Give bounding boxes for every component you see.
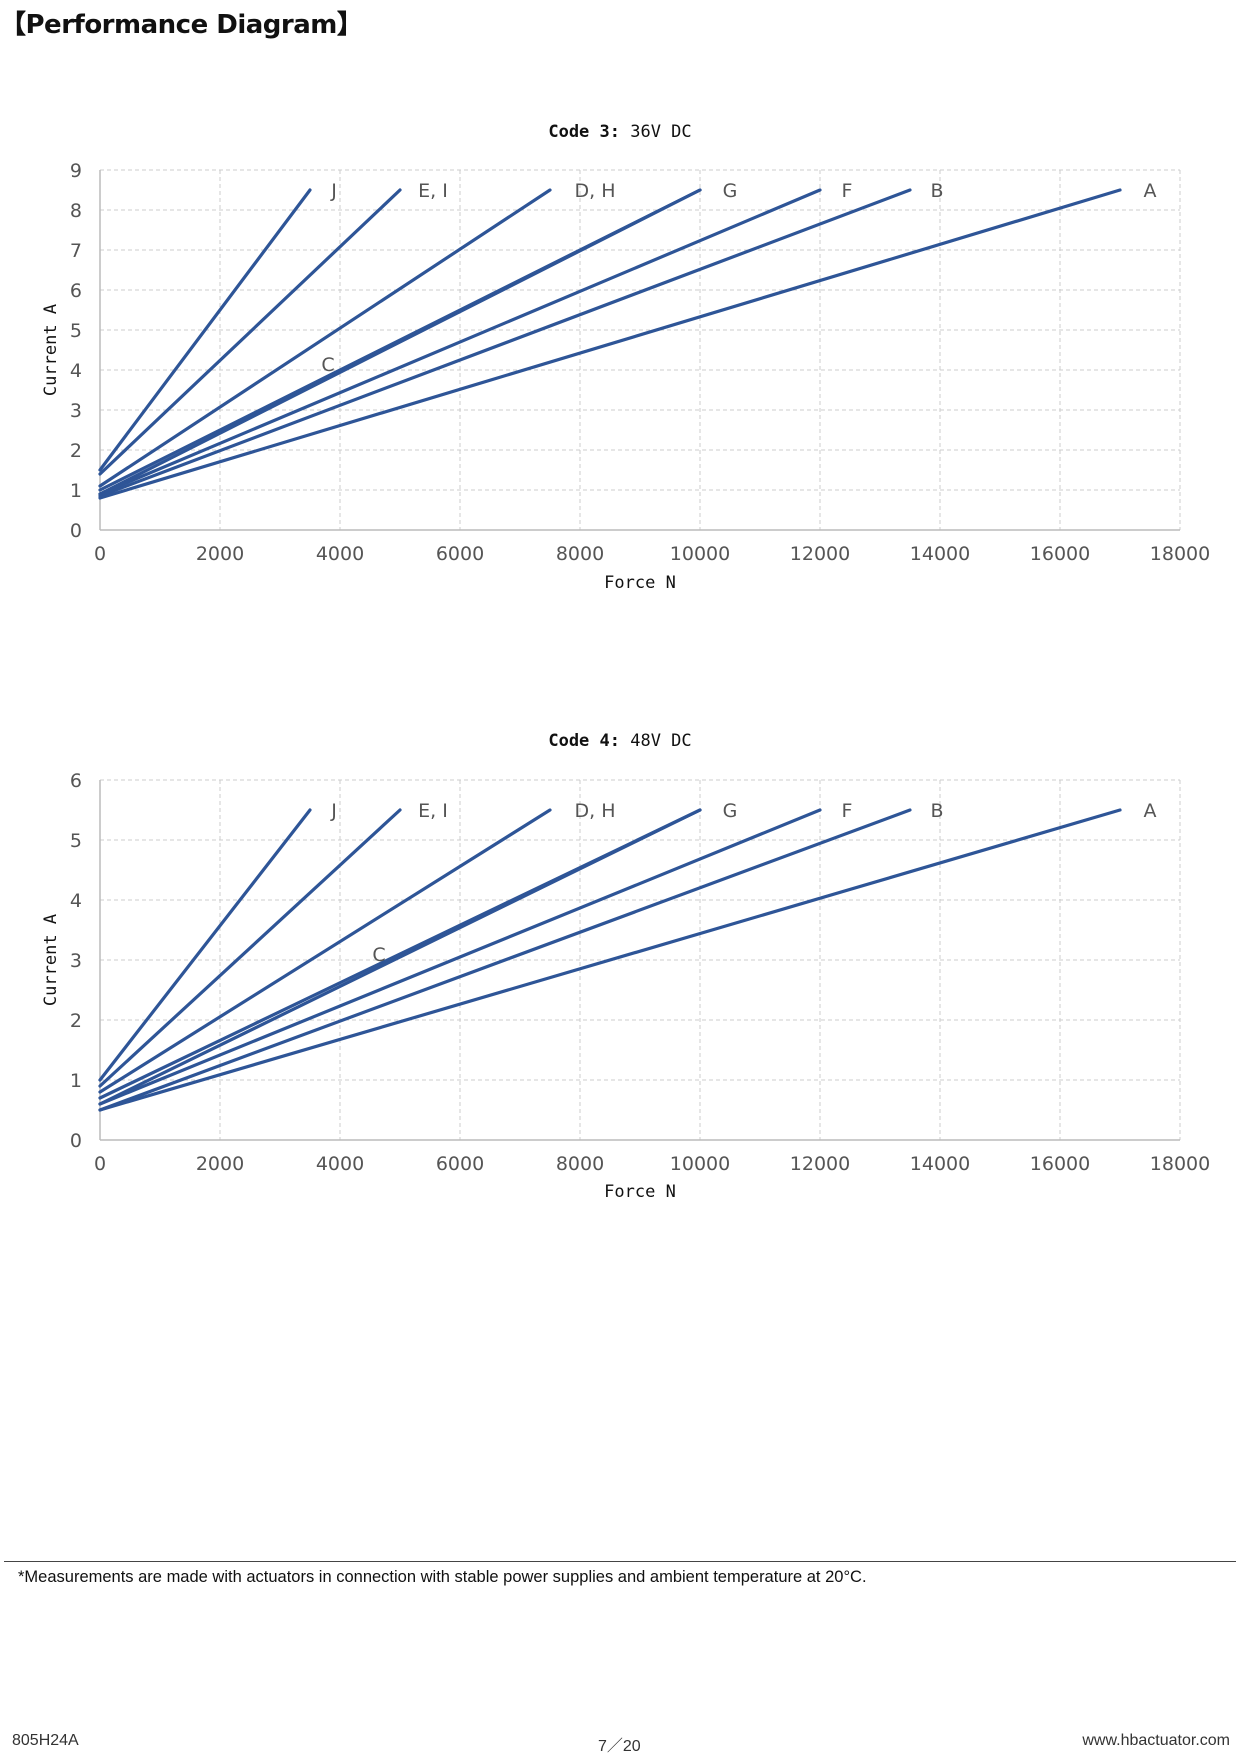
- x-tick-label: 8000: [556, 543, 604, 565]
- x-tick-label: 10000: [670, 543, 730, 565]
- x-tick-label: 4000: [316, 543, 364, 565]
- x-tick-label: 18000: [1150, 1153, 1210, 1175]
- series-line-b: [98, 188, 912, 498]
- x-axis-label: Force N: [604, 1182, 676, 1202]
- chart-code-3: Code 3: 36V DC 0 2000 4000 6000 8000 10000 1200…: [41, 122, 1210, 593]
- footer-website[interactable]: www.hbactuator.com: [1082, 1732, 1230, 1749]
- series-label-f: F: [842, 180, 853, 202]
- chart-title-code: Code 4:: [548, 731, 620, 751]
- series-label-e-i: E, I: [418, 180, 448, 202]
- y-tick-label: 6: [70, 280, 82, 302]
- series-label-j: J: [330, 180, 337, 202]
- series-label-a: A: [1144, 180, 1157, 202]
- series-label-b: B: [930, 800, 943, 822]
- series-line-g: [98, 188, 702, 492]
- x-tick-label: 4000: [316, 1153, 364, 1175]
- series-line-g: [98, 808, 702, 1100]
- chart-title-voltage: 48V DC: [620, 731, 692, 751]
- x-tick-label: 6000: [436, 543, 484, 565]
- footer-page-number: 7／20: [598, 1738, 641, 1755]
- series-line-d-h: [98, 188, 552, 488]
- y-tick-label: 9: [70, 160, 82, 182]
- footnote: *Measurements are made with actuators in…: [18, 1568, 867, 1586]
- y-tick-label: 6: [70, 770, 82, 792]
- x-tick-label: 0: [94, 543, 106, 565]
- series-group: [98, 188, 1122, 500]
- x-tick-label: 16000: [1030, 543, 1090, 565]
- x-tick-label: 16000: [1030, 1153, 1090, 1175]
- series-label-d-h: D, H: [575, 180, 616, 202]
- series-line-j: [98, 188, 312, 472]
- chart-title: Code 3: 36V DC: [548, 122, 691, 142]
- series-line-e-i: [98, 808, 402, 1088]
- x-tick-label: 10000: [670, 1153, 730, 1175]
- gridlines: [100, 779, 1181, 1140]
- x-tick-label: 6000: [436, 1153, 484, 1175]
- y-tick-label: 0: [70, 1130, 82, 1152]
- series-line-b: [98, 808, 912, 1112]
- y-tick-label: 4: [70, 890, 82, 912]
- y-axis-label: Current A: [41, 914, 61, 1006]
- y-tick-label: 3: [70, 950, 82, 972]
- x-tick-label: 12000: [790, 1153, 850, 1175]
- gridlines: [100, 169, 1181, 530]
- series-label-g: G: [723, 180, 738, 202]
- x-tick-label: 14000: [910, 543, 970, 565]
- footnote-divider: [4, 1561, 1236, 1562]
- series-line-j: [98, 808, 312, 1082]
- y-tick-label: 1: [70, 1070, 82, 1092]
- series-label-d-h: D, H: [575, 800, 616, 822]
- series-label-c: C: [372, 944, 385, 966]
- series-label-g: G: [723, 800, 738, 822]
- y-tick-label: 8: [70, 200, 82, 222]
- y-axis-label: Current A: [41, 304, 61, 396]
- y-tick-label: 3: [70, 400, 82, 422]
- footer-model: 805H24A: [12, 1732, 79, 1749]
- x-tick-label: 18000: [1150, 543, 1210, 565]
- chart-title-voltage: 36V DC: [620, 122, 692, 142]
- x-tick-label: 0: [94, 1153, 106, 1175]
- series-group: [98, 808, 1122, 1112]
- y-tick-label: 1: [70, 480, 82, 502]
- y-tick-label: 0: [70, 520, 82, 542]
- page-heading: 【Performance Diagram】: [0, 10, 363, 40]
- y-tick-label: 2: [70, 440, 82, 462]
- chart-code-4: Code 4: 48V DC 0 2000 4000 6000 8000 10000 1200…: [41, 731, 1210, 1202]
- x-tick-label: 8000: [556, 1153, 604, 1175]
- chart-title: Code 4: 48V DC: [548, 731, 691, 751]
- series-label-a: A: [1144, 800, 1157, 822]
- series-line-e-i: [98, 188, 402, 476]
- series-label-b: B: [930, 180, 943, 202]
- x-tick-label: 2000: [196, 543, 244, 565]
- x-axis-label: Force N: [604, 573, 676, 593]
- series-line-f: [98, 808, 822, 1106]
- y-tick-label: 7: [70, 240, 82, 262]
- chart-title-code: Code 3:: [548, 122, 620, 142]
- x-tick-label: 2000: [196, 1153, 244, 1175]
- y-tick-label: 2: [70, 1010, 82, 1032]
- series-line-d-h: [98, 808, 552, 1094]
- series-line-f: [98, 188, 822, 496]
- series-label-f: F: [842, 800, 853, 822]
- y-tick-label: 4: [70, 360, 82, 382]
- series-label-c: C: [321, 354, 334, 376]
- series-line-a: [98, 188, 1122, 500]
- y-tick-label: 5: [70, 830, 82, 852]
- x-tick-label: 12000: [790, 543, 850, 565]
- series-line-a: [98, 808, 1122, 1112]
- series-label-j: J: [330, 800, 337, 822]
- y-tick-label: 5: [70, 320, 82, 342]
- series-label-e-i: E, I: [418, 800, 448, 822]
- x-tick-label: 14000: [910, 1153, 970, 1175]
